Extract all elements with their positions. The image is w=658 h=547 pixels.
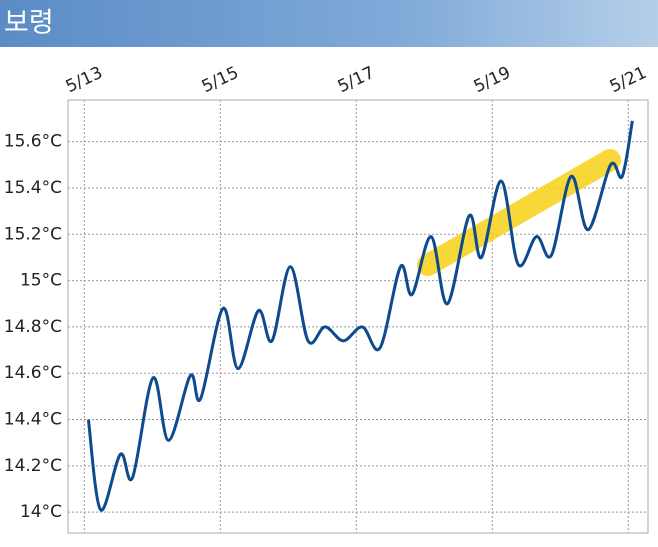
y-tick-label: 14.8°C	[4, 317, 62, 337]
plot-frame	[67, 99, 649, 534]
x-tick-label: 5/13	[63, 63, 106, 97]
y-tick-label: 14°C	[20, 502, 62, 522]
x-tick-label: 5/17	[335, 63, 378, 97]
y-tick-label: 15°C	[20, 271, 62, 291]
x-tick-label: 5/15	[199, 63, 242, 97]
y-tick-label: 14.4°C	[4, 410, 62, 430]
x-tick-label: 5/19	[471, 63, 514, 97]
header-bar	[0, 0, 658, 47]
x-tick-label: 5/21	[607, 63, 650, 97]
y-tick-label: 15.2°C	[4, 224, 62, 244]
y-tick-label: 15.6°C	[4, 132, 62, 152]
temperature-line	[86, 120, 634, 512]
y-tick-label: 14.2°C	[4, 456, 62, 476]
y-tick-label: 15.4°C	[4, 178, 62, 198]
y-tick-label: 14.6°C	[4, 363, 62, 383]
trend-highlight	[417, 149, 621, 276]
chart-title: 보령	[4, 8, 54, 39]
